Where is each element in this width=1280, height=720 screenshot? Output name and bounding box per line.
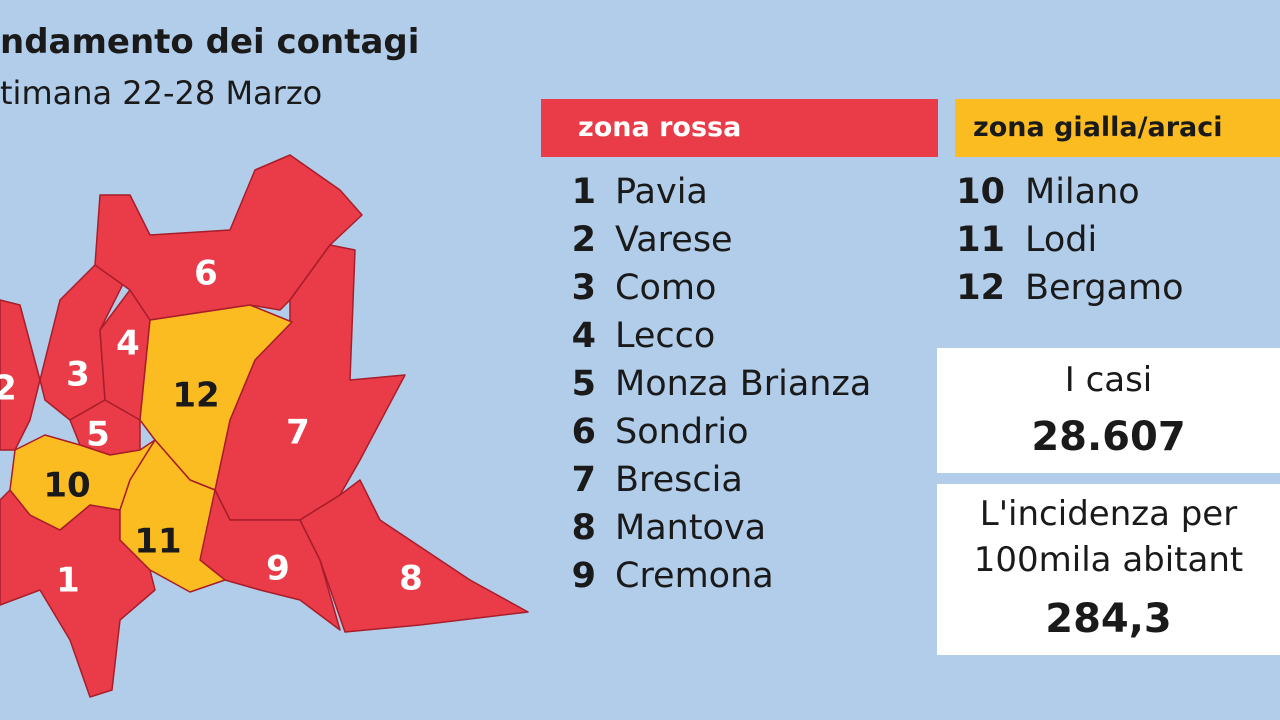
stat-value: 284,3 <box>1045 596 1172 642</box>
stat-label: I casi <box>1064 360 1153 400</box>
map-label: 12 <box>172 376 219 416</box>
zone-header: zona gialla/araci <box>955 99 1280 157</box>
item-number: 10 <box>956 172 1005 212</box>
title: ndamento dei contagi <box>0 22 420 62</box>
item-name: Como <box>615 268 717 308</box>
item-name: Sondrio <box>615 412 749 452</box>
item-number: 4 <box>571 316 596 356</box>
map-label: 5 <box>86 415 110 455</box>
stat-box <box>937 348 1280 473</box>
item-number: 5 <box>571 364 596 404</box>
map-label: 11 <box>134 522 181 562</box>
item-name: Monza Brianza <box>615 364 872 404</box>
item-name: Milano <box>1025 172 1140 212</box>
item-number: 9 <box>571 556 596 596</box>
item-name: Brescia <box>615 460 743 500</box>
map-label: 6 <box>194 254 218 294</box>
item-number: 3 <box>571 268 596 308</box>
map-label: 8 <box>399 559 423 599</box>
subtitle: timana 22-28 Marzo <box>0 74 323 112</box>
stat-box <box>937 484 1280 655</box>
stat-label: 100mila abitant <box>973 540 1244 580</box>
item-name: Lodi <box>1025 220 1098 260</box>
map-label: 10 <box>43 466 90 506</box>
map-label: 9 <box>266 549 290 589</box>
province-12 <box>139 304 293 491</box>
province-2 <box>0 299 41 451</box>
province-8 <box>299 479 529 633</box>
item-number: 2 <box>571 220 596 260</box>
item-name: Bergamo <box>1025 268 1184 308</box>
province-11 <box>119 439 226 593</box>
item-name: Cremona <box>615 556 774 596</box>
item-number: 7 <box>571 460 596 500</box>
item-name: Varese <box>615 220 733 260</box>
item-number: 12 <box>956 268 1005 308</box>
item-name: Mantova <box>615 508 767 548</box>
item-number: 6 <box>571 412 596 452</box>
item-name: Lecco <box>615 316 716 356</box>
item-number: 8 <box>571 508 596 548</box>
zone-header: zona rossa <box>541 99 938 157</box>
item-number: 1 <box>571 172 596 212</box>
map-label: 7 <box>286 413 310 453</box>
map-label: 3 <box>66 355 90 395</box>
item-number: 11 <box>956 220 1005 260</box>
map-label: 2 <box>0 369 17 409</box>
stat-value: 28.607 <box>1031 414 1186 460</box>
stat-label: L'incidenza per <box>979 494 1238 534</box>
map-label: 4 <box>116 324 140 364</box>
map-label: 1 <box>56 561 80 601</box>
item-name: Pavia <box>615 172 708 212</box>
